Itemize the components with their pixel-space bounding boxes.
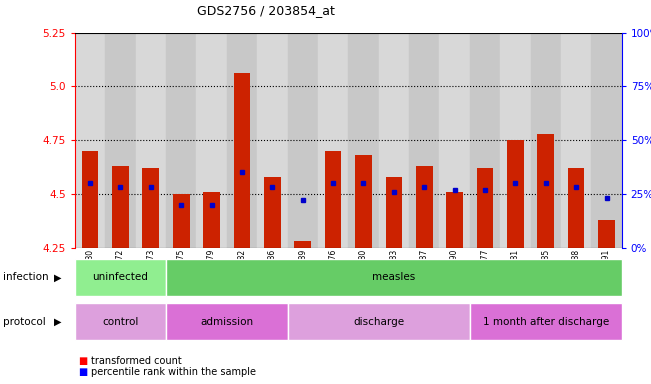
Bar [234, 73, 250, 248]
Bar [166, 303, 288, 340]
Text: control: control [102, 316, 139, 327]
Text: ▶: ▶ [54, 316, 62, 327]
Text: ▶: ▶ [54, 272, 62, 283]
Bar [75, 303, 166, 340]
Bar [507, 140, 523, 248]
Bar [166, 259, 622, 296]
Text: discharge: discharge [353, 316, 404, 327]
Bar [385, 177, 402, 248]
Text: protocol: protocol [3, 316, 46, 327]
Bar [477, 168, 493, 248]
Bar [227, 33, 257, 248]
Bar [379, 33, 409, 248]
Bar [257, 33, 288, 248]
Bar [173, 194, 189, 248]
Bar [325, 151, 341, 248]
Bar [75, 33, 105, 248]
Text: percentile rank within the sample: percentile rank within the sample [91, 367, 256, 377]
Text: ■: ■ [78, 367, 87, 377]
Bar [143, 168, 159, 248]
Text: GDS2756 / 203854_at: GDS2756 / 203854_at [197, 4, 335, 17]
Bar [568, 168, 585, 248]
Bar [439, 33, 470, 248]
Bar [531, 33, 561, 248]
Text: transformed count: transformed count [91, 356, 182, 366]
Text: uninfected: uninfected [92, 272, 148, 283]
Bar [112, 166, 129, 248]
Bar [135, 33, 166, 248]
Bar [288, 33, 318, 248]
Text: admission: admission [201, 316, 253, 327]
Bar [470, 303, 622, 340]
Bar [105, 33, 135, 248]
Bar [82, 151, 98, 248]
Bar [203, 192, 220, 248]
Text: 1 month after discharge: 1 month after discharge [482, 316, 609, 327]
Bar [537, 134, 554, 248]
Bar [75, 259, 166, 296]
Text: measles: measles [372, 272, 415, 283]
Text: infection: infection [3, 272, 49, 283]
Bar [561, 33, 591, 248]
Bar [166, 33, 197, 248]
Bar [500, 33, 531, 248]
Bar [416, 166, 432, 248]
Bar [409, 33, 439, 248]
Bar [446, 192, 463, 248]
Bar [470, 33, 500, 248]
Bar [591, 33, 622, 248]
Text: ■: ■ [78, 356, 87, 366]
Bar [355, 155, 372, 248]
Bar [264, 177, 281, 248]
Bar [348, 33, 379, 248]
Bar [288, 303, 470, 340]
Bar [197, 33, 227, 248]
Bar [294, 241, 311, 248]
Bar [318, 33, 348, 248]
Bar [598, 220, 615, 248]
